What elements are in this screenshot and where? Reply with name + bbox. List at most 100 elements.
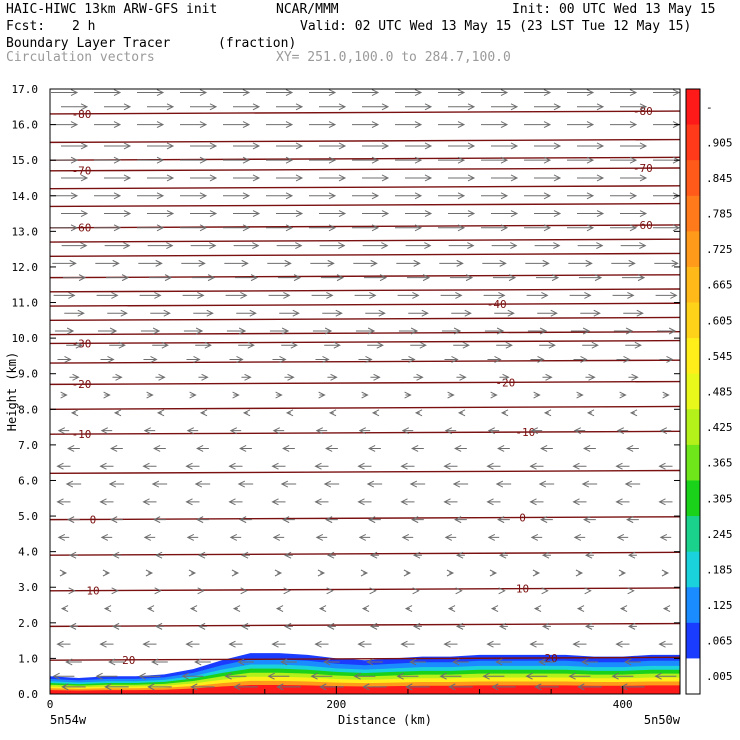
wind-vector [189, 605, 198, 613]
wind-vector [358, 427, 371, 435]
wind-vector [625, 341, 642, 349]
colorbar-label: .245 [706, 528, 733, 541]
wind-vector [104, 142, 132, 150]
wind-vector [56, 462, 71, 470]
wind-vector [583, 516, 596, 524]
wind-vector [405, 174, 433, 182]
wind-vector [94, 156, 122, 164]
wind-vector [352, 192, 380, 200]
wind-vector [309, 89, 337, 97]
wind-vector [99, 462, 114, 470]
wind-vector [541, 551, 551, 559]
isotherm-line-12 [49, 185, 681, 190]
wind-vector [620, 174, 648, 182]
y-tick-label: 10.0 [12, 332, 39, 345]
wind-vector [487, 533, 500, 541]
tracer-layer-7 [50, 684, 680, 694]
colorbar-swatch [686, 480, 700, 517]
wind-vector [147, 174, 175, 182]
wind-vector [405, 103, 433, 111]
wind-vector [572, 640, 587, 648]
wind-vector [223, 224, 251, 232]
wind-vector [319, 142, 347, 150]
colorbar-label: .725 [706, 243, 733, 256]
wind-vector [615, 498, 630, 506]
wind-vector [147, 103, 175, 111]
wind-vector [578, 274, 603, 282]
wind-vector [60, 391, 68, 399]
wind-vector [324, 341, 341, 349]
wind-vector [190, 174, 218, 182]
wind-vector [323, 480, 340, 488]
wind-vector [51, 224, 79, 232]
colorbar-label: .785 [706, 208, 733, 221]
model-title: HAIC-HIWC 13km ARW-GFS init [6, 2, 218, 17]
isotherm-line-21 [49, 405, 681, 410]
wind-vector [395, 89, 423, 97]
wind-vector [94, 192, 122, 200]
wind-vector [142, 498, 157, 506]
colorbar-label: .425 [706, 421, 733, 434]
wind-vector [65, 480, 82, 488]
wind-vector [51, 89, 79, 97]
wind-vector [103, 391, 111, 399]
wind-vector [194, 658, 211, 666]
wind-vector [310, 259, 335, 267]
y-tick-label: 5.0 [18, 510, 38, 523]
wind-vector [68, 587, 76, 595]
wind-vector [577, 174, 605, 182]
wind-vector [366, 480, 383, 488]
wind-vector [102, 569, 111, 577]
wind-vector [525, 672, 548, 680]
wind-vector [409, 658, 426, 666]
wind-vector [96, 291, 119, 299]
wind-vector [538, 658, 555, 666]
wind-vector [580, 309, 601, 317]
wind-vector [487, 427, 500, 435]
wind-vector [326, 551, 336, 559]
wind-vector [403, 569, 412, 577]
wind-vector [628, 373, 639, 381]
wind-vector [154, 622, 164, 630]
wind-vector [358, 356, 373, 363]
wind-vector [532, 569, 541, 577]
wind-vector [481, 224, 509, 232]
wind-vector [540, 444, 553, 452]
y-tick-label: 2.0 [18, 617, 38, 630]
wind-vector [444, 533, 457, 541]
wind-vector [229, 427, 242, 435]
wind-vector [224, 259, 249, 267]
wind-vector [567, 156, 595, 164]
wind-vector [411, 516, 424, 524]
wind-vector [368, 444, 381, 452]
wind-vector [67, 516, 80, 524]
wind-vector [232, 391, 240, 399]
wind-vector [318, 391, 326, 399]
wind-vector [533, 391, 541, 399]
wind-vector [568, 672, 591, 680]
wind-vector [455, 551, 465, 559]
wind-vector [612, 291, 635, 299]
wind-vector [496, 341, 513, 349]
wind-vector [95, 672, 118, 680]
wind-vector [233, 103, 261, 111]
wind-vector [137, 121, 165, 129]
wind-vector [357, 462, 372, 470]
wind-vector [312, 327, 333, 335]
wind-vector [370, 373, 381, 381]
colorbar-swatch [686, 195, 700, 232]
wind-vector [610, 192, 638, 200]
colorbar-label: .665 [706, 279, 733, 292]
wind-vector [185, 462, 200, 470]
wind-vector [269, 327, 290, 335]
wind-vector [454, 444, 467, 452]
colorbar-label: .305 [706, 492, 733, 505]
wind-vector [147, 210, 175, 218]
colorbar-label: .485 [706, 386, 733, 399]
wind-vector [61, 174, 89, 182]
x-end-label: 5n50w [644, 713, 681, 727]
wind-vector [266, 89, 294, 97]
isotherm-label: 20 [545, 652, 558, 665]
wind-vector [240, 551, 250, 559]
isotherm-label: -80 [72, 108, 92, 121]
